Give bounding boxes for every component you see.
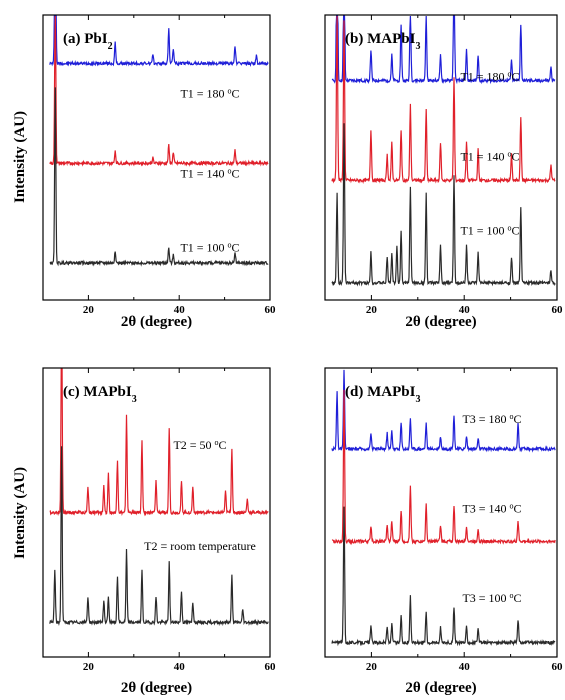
x-tick-label: 60	[552, 661, 564, 673]
x-tick-label: 20	[366, 304, 378, 316]
panel-label: (a) PbI2	[63, 31, 113, 52]
series-line-t3-180-c	[331, 369, 556, 453]
x-axis-label: 2θ (degree)	[405, 314, 476, 330]
x-tick-label: 60	[265, 304, 277, 316]
panel-label: (b) MAPbI3	[345, 31, 420, 52]
series-label: T3 = 100 oC	[462, 591, 521, 606]
series-label: T1 = 140 oC	[460, 149, 519, 164]
series-label: T1 = 180 oC	[460, 69, 519, 84]
series-label: T2 = room temperature	[144, 539, 256, 553]
x-tick-label: 40	[459, 304, 471, 316]
x-tick-label: 20	[83, 304, 95, 316]
x-tick-label: 20	[366, 661, 378, 673]
series-line-t1-180-c	[49, 15, 269, 68]
plot-frame	[42, 367, 271, 658]
y-axis-label: Intensity (AU)	[12, 111, 28, 203]
series-line-t1-140-c	[331, 15, 556, 184]
series-label: T1 = 140 oC	[180, 166, 239, 181]
x-tick-label: 20	[83, 661, 95, 673]
x-axis-label: 2θ (degree)	[121, 680, 192, 696]
series-line-t1-140-c	[49, 15, 269, 168]
series-line-t1-180-c	[331, 15, 556, 85]
x-axis-label: 2θ (degree)	[121, 314, 192, 330]
plot-frame	[42, 14, 271, 301]
series-line-t1-100-c	[49, 87, 269, 267]
series-line-t3-140-c	[331, 389, 556, 546]
series-line-t2-room-temperature	[49, 446, 269, 627]
series-label: T3 = 180 oC	[462, 411, 521, 426]
panel-d: T3 = 180 oC T3 = 140 oC T3 = 100 oC 20 40 60 (…	[324, 367, 564, 696]
panel-c: T2 = 50 oC T2 = room temperature 20 40 60 (c)…	[12, 367, 277, 696]
plot-frame	[324, 14, 558, 301]
x-tick-label: 40	[459, 661, 471, 673]
plot-frame	[324, 367, 558, 658]
x-axis-label: 2θ (degree)	[405, 680, 476, 696]
y-axis-label: Intensity (AU)	[12, 467, 28, 559]
series-label: T1 = 100 oC	[460, 223, 519, 238]
panel-b: T1 = 180 oC T1 = 140 oC T1 = 100 oC 20 40 60 (…	[324, 14, 564, 330]
series-line-t3-100-c	[331, 506, 556, 647]
series-label: T3 = 140 oC	[462, 501, 521, 516]
panel-a: T1 = 180 oC T1 = 140 oC T1 = 100 oC 20 40 60 (…	[12, 14, 277, 330]
series-label: T2 = 50 oC	[173, 437, 226, 452]
x-tick-label: 60	[552, 304, 564, 316]
x-tick-label: 40	[174, 304, 186, 316]
series-label: T1 = 100 oC	[180, 240, 239, 255]
panel-label: (c) MAPbI3	[63, 384, 137, 405]
panel-label: (d) MAPbI3	[345, 384, 420, 405]
x-tick-label: 60	[265, 661, 277, 673]
series-line-t1-100-c	[331, 123, 556, 287]
x-tick-label: 40	[174, 661, 186, 673]
series-line-t2-50-c	[49, 368, 269, 517]
series-label: T1 = 180 oC	[180, 86, 239, 101]
